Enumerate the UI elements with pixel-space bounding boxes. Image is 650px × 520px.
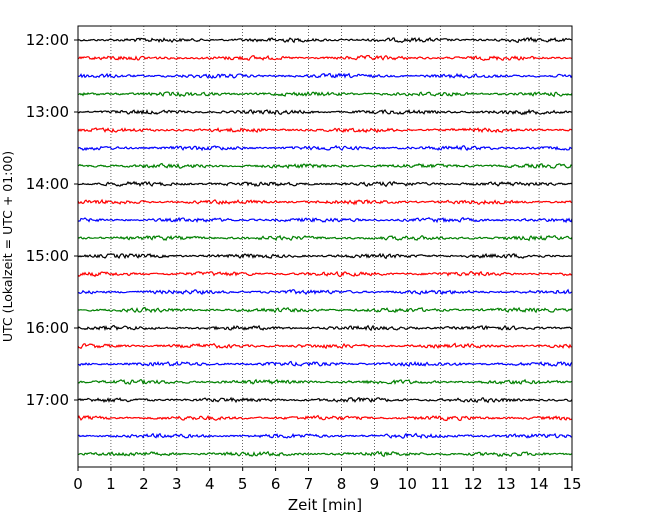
- x-axis-ticks: 0 1 2 3 4 5 6 7 8 9 10 11 12 13 14 15: [73, 467, 582, 493]
- x-axis-label: Zeit [min]: [288, 496, 362, 514]
- trace-line: [77, 270, 573, 278]
- trace-line: [77, 72, 573, 79]
- y-tick-label: 14:00: [26, 175, 69, 193]
- trace-line: [77, 288, 573, 296]
- x-tick-label: 1: [106, 475, 116, 493]
- x-tick-label: 9: [370, 475, 380, 493]
- trace-line: [77, 127, 573, 134]
- trace-line: [77, 162, 573, 170]
- y-tick-label: 16:00: [26, 319, 69, 337]
- y-tick-label: 13:00: [26, 103, 69, 121]
- x-tick-label: 12: [464, 475, 483, 493]
- x-tick-label: 3: [172, 475, 182, 493]
- trace-line: [77, 36, 573, 44]
- trace-line: [77, 144, 573, 152]
- y-axis-ticks: 12:00 13:00 14:00 15:00 16:00 17:00: [26, 31, 78, 409]
- trace-line: [77, 414, 573, 422]
- traces: [77, 36, 573, 458]
- trace-line: [77, 306, 573, 314]
- trace-line: [77, 180, 573, 188]
- x-tick-label: 8: [337, 475, 347, 493]
- trace-line: [77, 252, 573, 260]
- trace-line: [77, 216, 573, 224]
- trace-line: [77, 396, 573, 404]
- trace-line: [77, 450, 573, 458]
- x-tick-label: 2: [139, 475, 149, 493]
- x-tick-label: 6: [271, 475, 281, 493]
- x-tick-label: 14: [530, 475, 549, 493]
- plot-frame: [77, 25, 573, 468]
- trace-line: [77, 342, 573, 350]
- x-tick-label: 11: [431, 475, 450, 493]
- trace-line: [77, 378, 573, 385]
- trace-line: [77, 198, 573, 206]
- y-tick-label: 17:00: [26, 391, 69, 409]
- trace-line: [77, 324, 573, 332]
- trace-line: [77, 91, 573, 98]
- x-tick-label: 15: [562, 475, 581, 493]
- y-tick-label: 15:00: [26, 247, 69, 265]
- x-tick-label: 13: [497, 475, 516, 493]
- x-tick-label: 0: [73, 475, 83, 493]
- x-tick-label: 5: [238, 475, 248, 493]
- trace-line: [77, 54, 573, 61]
- trace-line: [77, 108, 573, 116]
- trace-line: [77, 234, 573, 242]
- x-tick-label: 10: [398, 475, 417, 493]
- x-tick-label: 4: [205, 475, 215, 493]
- trace-line: [77, 432, 573, 440]
- y-tick-label: 12:00: [26, 31, 69, 49]
- x-tick-label: 7: [304, 475, 314, 493]
- trace-line: [77, 360, 573, 367]
- y-axis-label: UTC (Lokalzeit = UTC + 01:00): [0, 151, 15, 342]
